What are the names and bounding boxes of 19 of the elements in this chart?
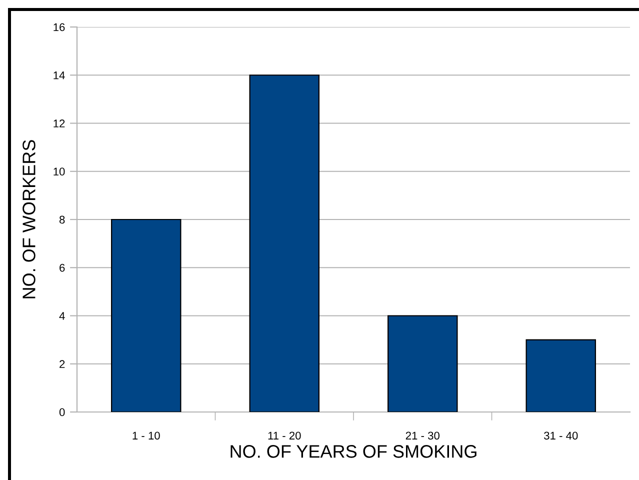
y-tick-label: 8 — [60, 216, 65, 224]
x-tick-label: 11 - 20 — [268, 432, 301, 440]
y-tick-label: 4 — [59, 312, 65, 320]
x-tick-label: 21 - 30 — [406, 432, 440, 440]
y-tick-label: 12 — [54, 120, 65, 128]
x-tick-label: 1 - 10 — [132, 432, 160, 440]
bar — [388, 315, 458, 412]
bar — [526, 339, 596, 412]
y-tick-label: 2 — [60, 360, 65, 368]
bar — [111, 218, 182, 412]
y-tick-label: 16 — [54, 23, 65, 32]
x-axis-title: NO. OF YEARS OF SMOKING — [230, 445, 476, 458]
y-tick-label: 0 — [59, 408, 65, 416]
x-tick-label: 31 - 40 — [544, 432, 578, 440]
y-axis-title: NO. OF WORKERS — [22, 140, 36, 298]
y-tick-label: 14 — [54, 72, 65, 80]
y-tick-label: 6 — [60, 264, 65, 272]
bar — [249, 74, 320, 412]
y-tick-label: 10 — [54, 168, 65, 176]
